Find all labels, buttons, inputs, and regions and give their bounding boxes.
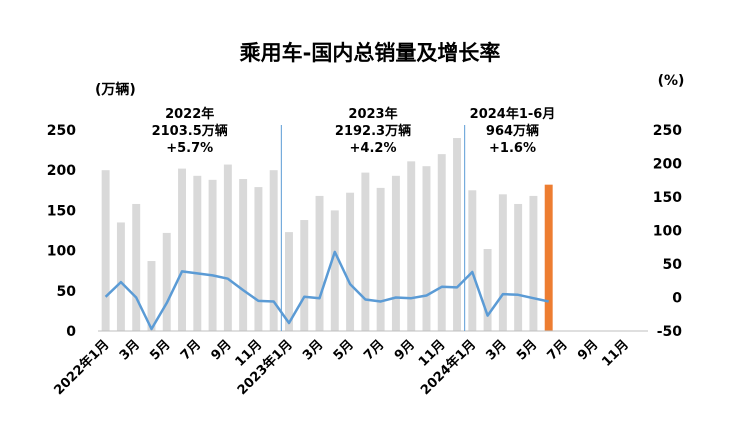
- sales-bar: [346, 192, 355, 331]
- annotation-line: +1.6%: [489, 141, 536, 156]
- sales-bar: [376, 187, 385, 331]
- sales-bar: [178, 168, 186, 331]
- left-tick-label: 50: [57, 284, 77, 300]
- sales-bar: [208, 179, 217, 331]
- sales-bar: [315, 195, 324, 331]
- x-tick-label: 7月: [545, 337, 571, 363]
- annotation-line: +4.2%: [350, 141, 397, 156]
- x-tick-label: 5月: [147, 337, 173, 363]
- x-tick-label: 9月: [208, 337, 234, 363]
- annotation-line: 2023年: [348, 106, 397, 122]
- sales-bar: [361, 172, 370, 331]
- annotation-line: 2024年1-6月: [470, 106, 556, 122]
- sales-bar: [330, 210, 339, 331]
- annotation-line: 2103.5万辆: [152, 123, 228, 139]
- sales-bar: [132, 203, 141, 331]
- x-tick-label: 11月: [599, 337, 632, 370]
- sales-bar: [483, 248, 492, 331]
- sales-bar: [254, 187, 263, 331]
- left-tick-label: 250: [47, 123, 76, 139]
- left-axis-unit: (万辆): [95, 81, 136, 98]
- plot-area: 0 50 100 150 200 250 -50 0 50 100 150 200 250 2022年1月…: [47, 106, 682, 398]
- sales-bar: [269, 170, 278, 331]
- sales-bar: [468, 190, 477, 331]
- x-tick-label: 2022年1月: [51, 337, 113, 399]
- x-tick-label: 7月: [361, 337, 387, 363]
- sales-bar: [498, 194, 507, 331]
- right-axis-unit: (%): [658, 73, 685, 89]
- highlight-bar: [544, 184, 553, 331]
- right-tick-label: 100: [653, 224, 682, 240]
- left-tick-label: 100: [47, 244, 76, 260]
- sales-bar: [223, 164, 232, 331]
- sales-bar: [391, 175, 400, 331]
- chart-title: 乘用车-国内总销量及增长率: [239, 41, 501, 65]
- x-tick-label: 5月: [514, 337, 540, 363]
- sales-bar: [147, 261, 156, 331]
- x-tick-label: 9月: [575, 337, 601, 363]
- sales-bar: [116, 222, 125, 331]
- x-tick-label: 3月: [117, 337, 143, 363]
- sales-bar: [437, 154, 446, 331]
- x-tick-label: 9月: [392, 337, 418, 363]
- right-tick-label: 0: [672, 291, 682, 307]
- annotation-line: +5.7%: [166, 141, 213, 156]
- left-tick-label: 200: [47, 163, 76, 179]
- sales-bar: [514, 203, 523, 331]
- left-tick-label: 0: [66, 324, 76, 340]
- sales-bar: [239, 179, 248, 331]
- sales-bar: [300, 220, 309, 331]
- sales-bar: [101, 170, 110, 331]
- sales-bar: [529, 195, 538, 331]
- right-tick-label: 150: [653, 190, 682, 206]
- x-tick-label: 3月: [300, 337, 326, 363]
- right-tick-label: 50: [663, 257, 683, 273]
- x-tick-label: 7月: [178, 337, 204, 363]
- sales-bar: [285, 232, 293, 331]
- annotation-line: 2022年: [165, 106, 214, 122]
- sales-bar: [162, 232, 171, 331]
- x-tick-label: 3月: [483, 337, 509, 363]
- growth-line: [104, 250, 549, 331]
- right-tick-label: -50: [657, 324, 683, 340]
- sales-bar: [453, 138, 461, 331]
- x-tick-label: 5月: [331, 337, 357, 363]
- right-tick-label: 200: [653, 157, 682, 173]
- left-tick-label: 150: [47, 203, 76, 219]
- right-tick-label: 250: [653, 123, 682, 139]
- sales-bar: [193, 175, 202, 331]
- annotation-line: 964万辆: [486, 123, 539, 139]
- sales-bar: [407, 161, 416, 331]
- annotation-line: 2192.3万辆: [335, 123, 411, 139]
- sales-bar: [422, 166, 431, 331]
